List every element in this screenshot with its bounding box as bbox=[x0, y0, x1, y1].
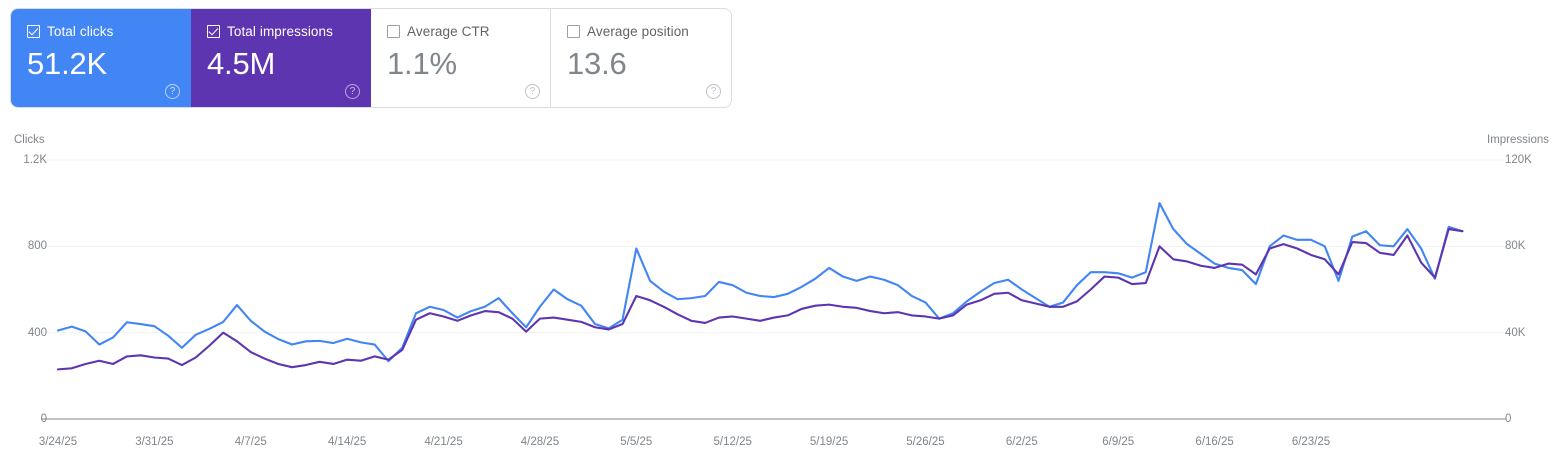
y-tick-left: 800 bbox=[27, 240, 47, 253]
metric-card-label: Average position bbox=[587, 23, 689, 39]
metric-card-value: 4.5M bbox=[207, 46, 276, 81]
x-tick-label: 6/16/25 bbox=[1195, 436, 1234, 448]
help-icon[interactable]: ? bbox=[345, 84, 360, 99]
series-line-impressions bbox=[56, 228, 1464, 371]
x-tick-label: 5/19/25 bbox=[809, 436, 849, 448]
metric-card-header: Average CTR bbox=[387, 23, 534, 39]
help-icon[interactable]: ? bbox=[706, 84, 721, 99]
metric-card-total-clicks[interactable]: Total clicks 51.2K? bbox=[11, 9, 191, 107]
metric-card-average-position[interactable]: Average position 13.6? bbox=[551, 9, 731, 107]
metric-card-total-impressions[interactable]: Total impressions 4.5M? bbox=[191, 9, 371, 107]
y-tick-right: 40K bbox=[1505, 326, 1526, 339]
metric-card-label: Total impressions bbox=[227, 23, 333, 39]
y-tick-right: 80K bbox=[1505, 240, 1526, 253]
y-tick-left: 1.2K bbox=[23, 154, 47, 166]
metric-card-header: Total impressions bbox=[207, 23, 354, 39]
x-tick-label: 6/23/25 bbox=[1291, 436, 1331, 448]
x-tick-label: 4/14/25 bbox=[327, 436, 367, 448]
series-line-clicks bbox=[56, 202, 1464, 363]
performance-chart: Clicks Impressions 0 400 800 1.2K 0 40K 80K 12… bbox=[0, 128, 1557, 474]
x-tick-label: 3/24/25 bbox=[38, 436, 78, 448]
metric-card-value: 51.2K bbox=[27, 46, 108, 81]
y-tick-left: 400 bbox=[27, 326, 47, 339]
x-tick-label: 5/12/25 bbox=[713, 436, 752, 448]
checkbox-checked-icon[interactable] bbox=[207, 24, 220, 38]
checkbox-unchecked-icon[interactable] bbox=[387, 24, 400, 38]
y-tick-left: 0 bbox=[40, 413, 47, 425]
metric-card-label: Average CTR bbox=[407, 23, 490, 39]
help-icon[interactable]: ? bbox=[525, 84, 540, 99]
right-axis-title: Impressions bbox=[1487, 134, 1549, 146]
x-tick-label: 5/5/25 bbox=[620, 436, 653, 448]
metric-card-header: Average position bbox=[567, 23, 715, 39]
y-tick-right: 0 bbox=[1505, 413, 1512, 425]
metric-card-header: Total clicks bbox=[27, 23, 174, 39]
chart-plot-area bbox=[42, 159, 1506, 420]
metric-card-label: Total clicks bbox=[47, 23, 114, 39]
metric-cards-row: Total clicks 51.2K? Total impressions 4.5M?… bbox=[10, 8, 732, 108]
metric-card-average-ctr[interactable]: Average CTR 1.1%? bbox=[371, 9, 551, 107]
metric-card-value: 1.1% bbox=[387, 46, 457, 81]
x-tick-label: 6/9/25 bbox=[1102, 436, 1135, 448]
help-icon[interactable]: ? bbox=[165, 84, 180, 99]
x-tick-label: 5/26/25 bbox=[906, 436, 945, 448]
metric-card-value: 13.6 bbox=[567, 46, 627, 81]
checkbox-checked-icon[interactable] bbox=[27, 24, 40, 38]
x-tick-label: 4/21/25 bbox=[424, 436, 463, 448]
left-axis-title: Clicks bbox=[14, 134, 45, 146]
x-tick-label: 6/2/25 bbox=[1005, 436, 1038, 448]
checkbox-unchecked-icon[interactable] bbox=[567, 24, 580, 38]
y-tick-right: 120K bbox=[1505, 154, 1532, 166]
x-tick-label: 4/7/25 bbox=[234, 436, 267, 448]
x-tick-label: 4/28/25 bbox=[520, 436, 560, 448]
x-tick-label: 3/31/25 bbox=[135, 436, 174, 448]
